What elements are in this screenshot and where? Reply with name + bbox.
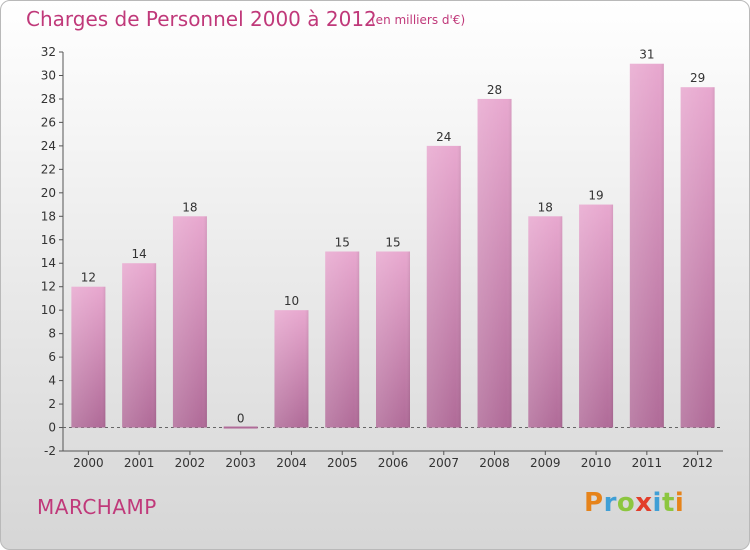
bar-shade-2002 <box>172 216 207 428</box>
y-tick-label: 22 <box>41 162 56 176</box>
x-tick-label-2006: 2006 <box>378 456 409 470</box>
y-tick-label: -2 <box>44 444 56 458</box>
data-label-2000: 12 <box>81 271 96 285</box>
x-tick-label-2008: 2008 <box>479 456 510 470</box>
bar-shade-2007 <box>426 145 461 428</box>
y-tick-label: 24 <box>41 139 56 153</box>
x-tick-label-2012: 2012 <box>682 456 713 470</box>
x-tick-label-2000: 2000 <box>73 456 104 470</box>
data-labels-group: 12 14 18 0 10 15 15 24 28 18 19 31 29 <box>81 48 706 426</box>
bar-shade-2012 <box>680 87 715 428</box>
data-label-2010: 19 <box>588 189 603 203</box>
bar-2003 <box>223 426 258 429</box>
logo-letter: o <box>616 488 636 518</box>
data-label-2001: 14 <box>132 247 147 261</box>
y-tick-label: 18 <box>41 209 56 223</box>
data-label-2005: 15 <box>335 236 350 250</box>
y-tick-label: 16 <box>41 233 56 247</box>
x-tick-label-2004: 2004 <box>276 456 307 470</box>
y-tick-label: 12 <box>41 280 56 294</box>
bar-shade-2001 <box>122 263 157 428</box>
y-tick-label: 4 <box>48 374 56 388</box>
y-tick-label: 14 <box>41 256 56 270</box>
y-tick-label: 2 <box>48 397 56 411</box>
bar-shade-2009 <box>528 216 563 428</box>
data-label-2009: 18 <box>538 200 553 214</box>
y-tick-label: 8 <box>48 327 56 341</box>
data-label-2007: 24 <box>436 130 451 144</box>
x-tick-label-2011: 2011 <box>632 456 663 470</box>
y-tick-label: 20 <box>41 186 56 200</box>
bar-shade-2010 <box>579 204 614 428</box>
x-tick-label-2007: 2007 <box>428 456 459 470</box>
bar-shade-2011 <box>629 63 664 428</box>
data-label-2011: 31 <box>639 48 654 62</box>
x-tick-label-2002: 2002 <box>175 456 206 470</box>
data-label-2002: 18 <box>182 200 197 214</box>
logo-letter: i <box>652 488 662 518</box>
bar-shade-2008 <box>477 98 512 428</box>
bar-shade-2006 <box>376 251 410 428</box>
bar-shade-2004 <box>274 310 309 428</box>
chart-subtitle: (en milliers d'€) <box>371 13 466 27</box>
logo-letter: P <box>584 488 604 518</box>
y-tick-label: 26 <box>41 115 56 129</box>
logo-letter: i <box>674 488 685 518</box>
x-tick-label-2010: 2010 <box>581 456 612 470</box>
data-label-2006: 15 <box>385 236 400 250</box>
logo-letter: t <box>661 488 675 518</box>
logo-letter: x <box>635 488 653 518</box>
y-tick-label: 28 <box>41 92 56 106</box>
x-tick-label-2005: 2005 <box>327 456 358 470</box>
x-tick-label-2003: 2003 <box>225 456 256 470</box>
data-label-2008: 28 <box>487 83 502 97</box>
x-tick-label-2001: 2001 <box>124 456 155 470</box>
bars-group <box>71 63 715 429</box>
data-label-2004: 10 <box>284 294 299 308</box>
y-tick-label: 32 <box>41 45 56 59</box>
chart-title: Charges de Personnel 2000 à 2012 <box>26 7 377 31</box>
logo-letter: r <box>603 488 617 518</box>
y-tick-label: 6 <box>48 350 56 364</box>
data-label-2003: 0 <box>237 412 245 426</box>
bar-shade-2000 <box>71 286 106 428</box>
x-tick-label-2009: 2009 <box>530 456 561 470</box>
y-tick-label: 10 <box>41 303 56 317</box>
data-label-2012: 29 <box>690 71 705 85</box>
y-tick-label: 30 <box>41 68 56 82</box>
commune-name: MARCHAMP <box>37 495 157 519</box>
y-tick-label: 0 <box>48 421 56 435</box>
bar-shade-2005 <box>325 251 360 428</box>
proxiti-logo: Proxiti <box>584 488 684 518</box>
